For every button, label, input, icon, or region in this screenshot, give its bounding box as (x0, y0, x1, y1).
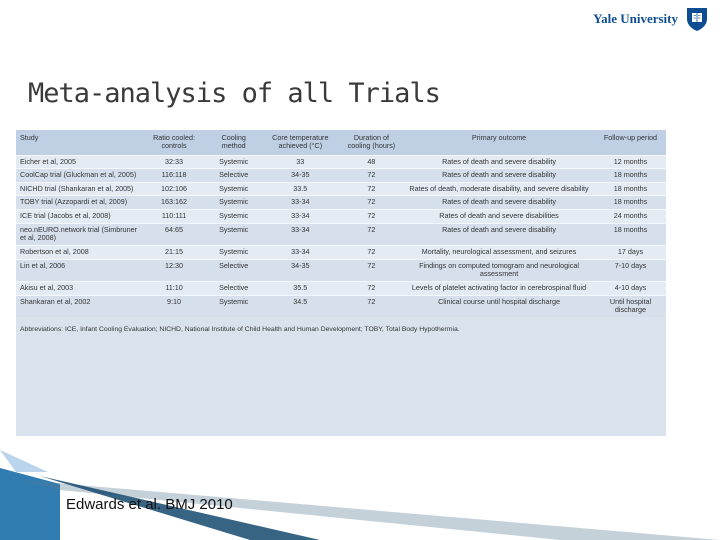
cell-ratio: 64:65 (141, 222, 207, 246)
cell-method: Systemic (206, 154, 261, 169)
cell-temperature: 35.5 (260, 280, 340, 296)
cell-follow-up: 24 months (594, 209, 666, 224)
table-row: Shankaran et al, 2002 9:10 Systemic 34.5… (16, 294, 666, 317)
cell-follow-up: 12 months (594, 154, 666, 169)
logo-text: Yale University (593, 11, 678, 26)
cell-temperature: 33.5 (260, 181, 340, 196)
table-header-row: Study Ratio cooled: controls Cooling met… (16, 130, 666, 156)
cell-follow-up: 18 months (594, 222, 666, 246)
cell-outcome: Rates of death, moderate disability, and… (403, 181, 595, 196)
cell-ratio: 12:30 (141, 258, 207, 282)
header-study: Study (20, 133, 39, 142)
cell-duration: 72 (339, 195, 404, 210)
cell-ratio: 11:10 (141, 280, 207, 296)
cell-temperature: 34-35 (260, 168, 340, 183)
header-duration: Duration of cooling (hours) (347, 133, 396, 151)
cell-outcome: Levels of platelet activating factor in … (403, 280, 595, 296)
cell-method: Systemic (206, 294, 261, 317)
trials-table: Study Ratio cooled: controls Cooling met… (16, 130, 666, 317)
table-row: NICHD trial (Shankaran et al, 2005) 102:… (16, 181, 666, 196)
cell-duration: 48 (339, 154, 404, 169)
cell-duration: 72 (339, 168, 404, 183)
cell-method: Systemic (206, 181, 261, 196)
cell-temperature: 34-35 (260, 258, 340, 282)
table-abbreviations: Abbreviations: ICE, Infant Cooling Evalu… (20, 325, 460, 333)
table-row: ICE trial (Jacobs et al, 2008) 110:111 S… (16, 209, 666, 224)
cell-temperature: 33-34 (260, 209, 340, 224)
cell-duration: 72 (339, 181, 404, 196)
cell-outcome: Rates of death and severe disability (403, 195, 595, 210)
cell-outcome: Rates of death and severe disabilities (403, 209, 595, 224)
cell-study: CoolCap trial (Gluckman et al, 2005) (16, 168, 142, 183)
cell-study: Lin et al, 2006 (16, 258, 142, 282)
trials-table-image: Study Ratio cooled: controls Cooling met… (16, 130, 666, 436)
cell-follow-up: 18 months (594, 168, 666, 183)
cell-follow-up: 4-10 days (594, 280, 666, 296)
cell-temperature: 33-34 (260, 222, 340, 246)
cell-follow-up: 17 days (594, 245, 666, 260)
cell-outcome: Findings on computed tomogram and neurol… (403, 258, 595, 282)
cell-outcome: Clinical course until hospital discharge (403, 294, 595, 317)
cell-follow-up: Until hospital discharge (594, 294, 666, 317)
cell-outcome: Rates of death and severe disability (403, 168, 595, 183)
table-row: CoolCap trial (Gluckman et al, 2005) 116… (16, 168, 666, 183)
cell-ratio: 102:106 (141, 181, 207, 196)
cell-duration: 72 (339, 245, 404, 260)
cell-method: Systemic (206, 209, 261, 224)
cell-study: neo.nEURO.network trial (Simbruner et al… (16, 222, 142, 246)
cell-follow-up: 18 months (594, 195, 666, 210)
cell-ratio: 116:118 (141, 168, 207, 183)
cell-duration: 72 (339, 294, 404, 317)
header-cooling-method: Cooling method (221, 133, 246, 151)
citation: Edwards et al. BMJ 2010 (66, 496, 233, 513)
header-primary-outcome: Primary outcome (471, 133, 527, 142)
cell-outcome: Rates of death and severe disability (403, 222, 595, 246)
table-row: Akisu et al, 2003 11:10 Selective 35.5 7… (16, 280, 666, 296)
cell-ratio: 9:10 (141, 294, 207, 317)
table-row: neo.nEURO.network trial (Simbruner et al… (16, 222, 666, 246)
cell-duration: 72 (339, 258, 404, 282)
cell-duration: 72 (339, 209, 404, 224)
yale-shield-icon (687, 8, 707, 31)
cell-study: NICHD trial (Shankaran et al, 2005) (16, 181, 142, 196)
cell-method: Selective (206, 280, 261, 296)
cell-follow-up: 7-10 days (594, 258, 666, 282)
header-follow-up: Follow-up period (603, 133, 658, 142)
cell-temperature: 33 (260, 154, 340, 169)
cell-outcome: Rates of death and severe disability (403, 154, 595, 169)
cell-temperature: 33-34 (260, 245, 340, 260)
cell-study: ICE trial (Jacobs et al, 2008) (16, 209, 142, 224)
cell-outcome: Mortality, neurological assessment, and … (403, 245, 595, 260)
cell-method: Systemic (206, 222, 261, 246)
header-ratio: Ratio cooled: controls (153, 133, 196, 151)
cell-study: Shankaran et al, 2002 (16, 294, 142, 317)
table-row: TOBY trial (Azzopardi et al, 2009) 163:1… (16, 195, 666, 210)
cell-study: Akisu et al, 2003 (16, 280, 142, 296)
cell-method: Systemic (206, 245, 261, 260)
cell-duration: 72 (339, 280, 404, 296)
slide-title: Meta-analysis of all Trials (28, 78, 441, 109)
cell-duration: 72 (339, 222, 404, 246)
table-row: Eicher et al, 2005 32:33 Systemic 33 48 … (16, 154, 666, 169)
cell-method: Selective (206, 258, 261, 282)
header-core-temperature: Core temperature achieved (°C) (272, 133, 329, 151)
yale-logo: Yale University (593, 6, 710, 32)
cell-method: Systemic (206, 195, 261, 210)
decorative-swoosh (0, 450, 720, 540)
cell-ratio: 21:15 (141, 245, 207, 260)
cell-study: Eicher et al, 2005 (16, 154, 142, 169)
cell-ratio: 32:33 (141, 154, 207, 169)
cell-follow-up: 18 months (594, 181, 666, 196)
table-row: Robertson et al, 2008 21:15 Systemic 33-… (16, 245, 666, 260)
cell-temperature: 33-34 (260, 195, 340, 210)
cell-temperature: 34.5 (260, 294, 340, 317)
cell-ratio: 163:162 (141, 195, 207, 210)
cell-method: Selective (206, 168, 261, 183)
cell-study: Robertson et al, 2008 (16, 245, 142, 260)
cell-ratio: 110:111 (141, 209, 207, 224)
table-row: Lin et al, 2006 12:30 Selective 34-35 72… (16, 258, 666, 282)
cell-study: TOBY trial (Azzopardi et al, 2009) (16, 195, 142, 210)
